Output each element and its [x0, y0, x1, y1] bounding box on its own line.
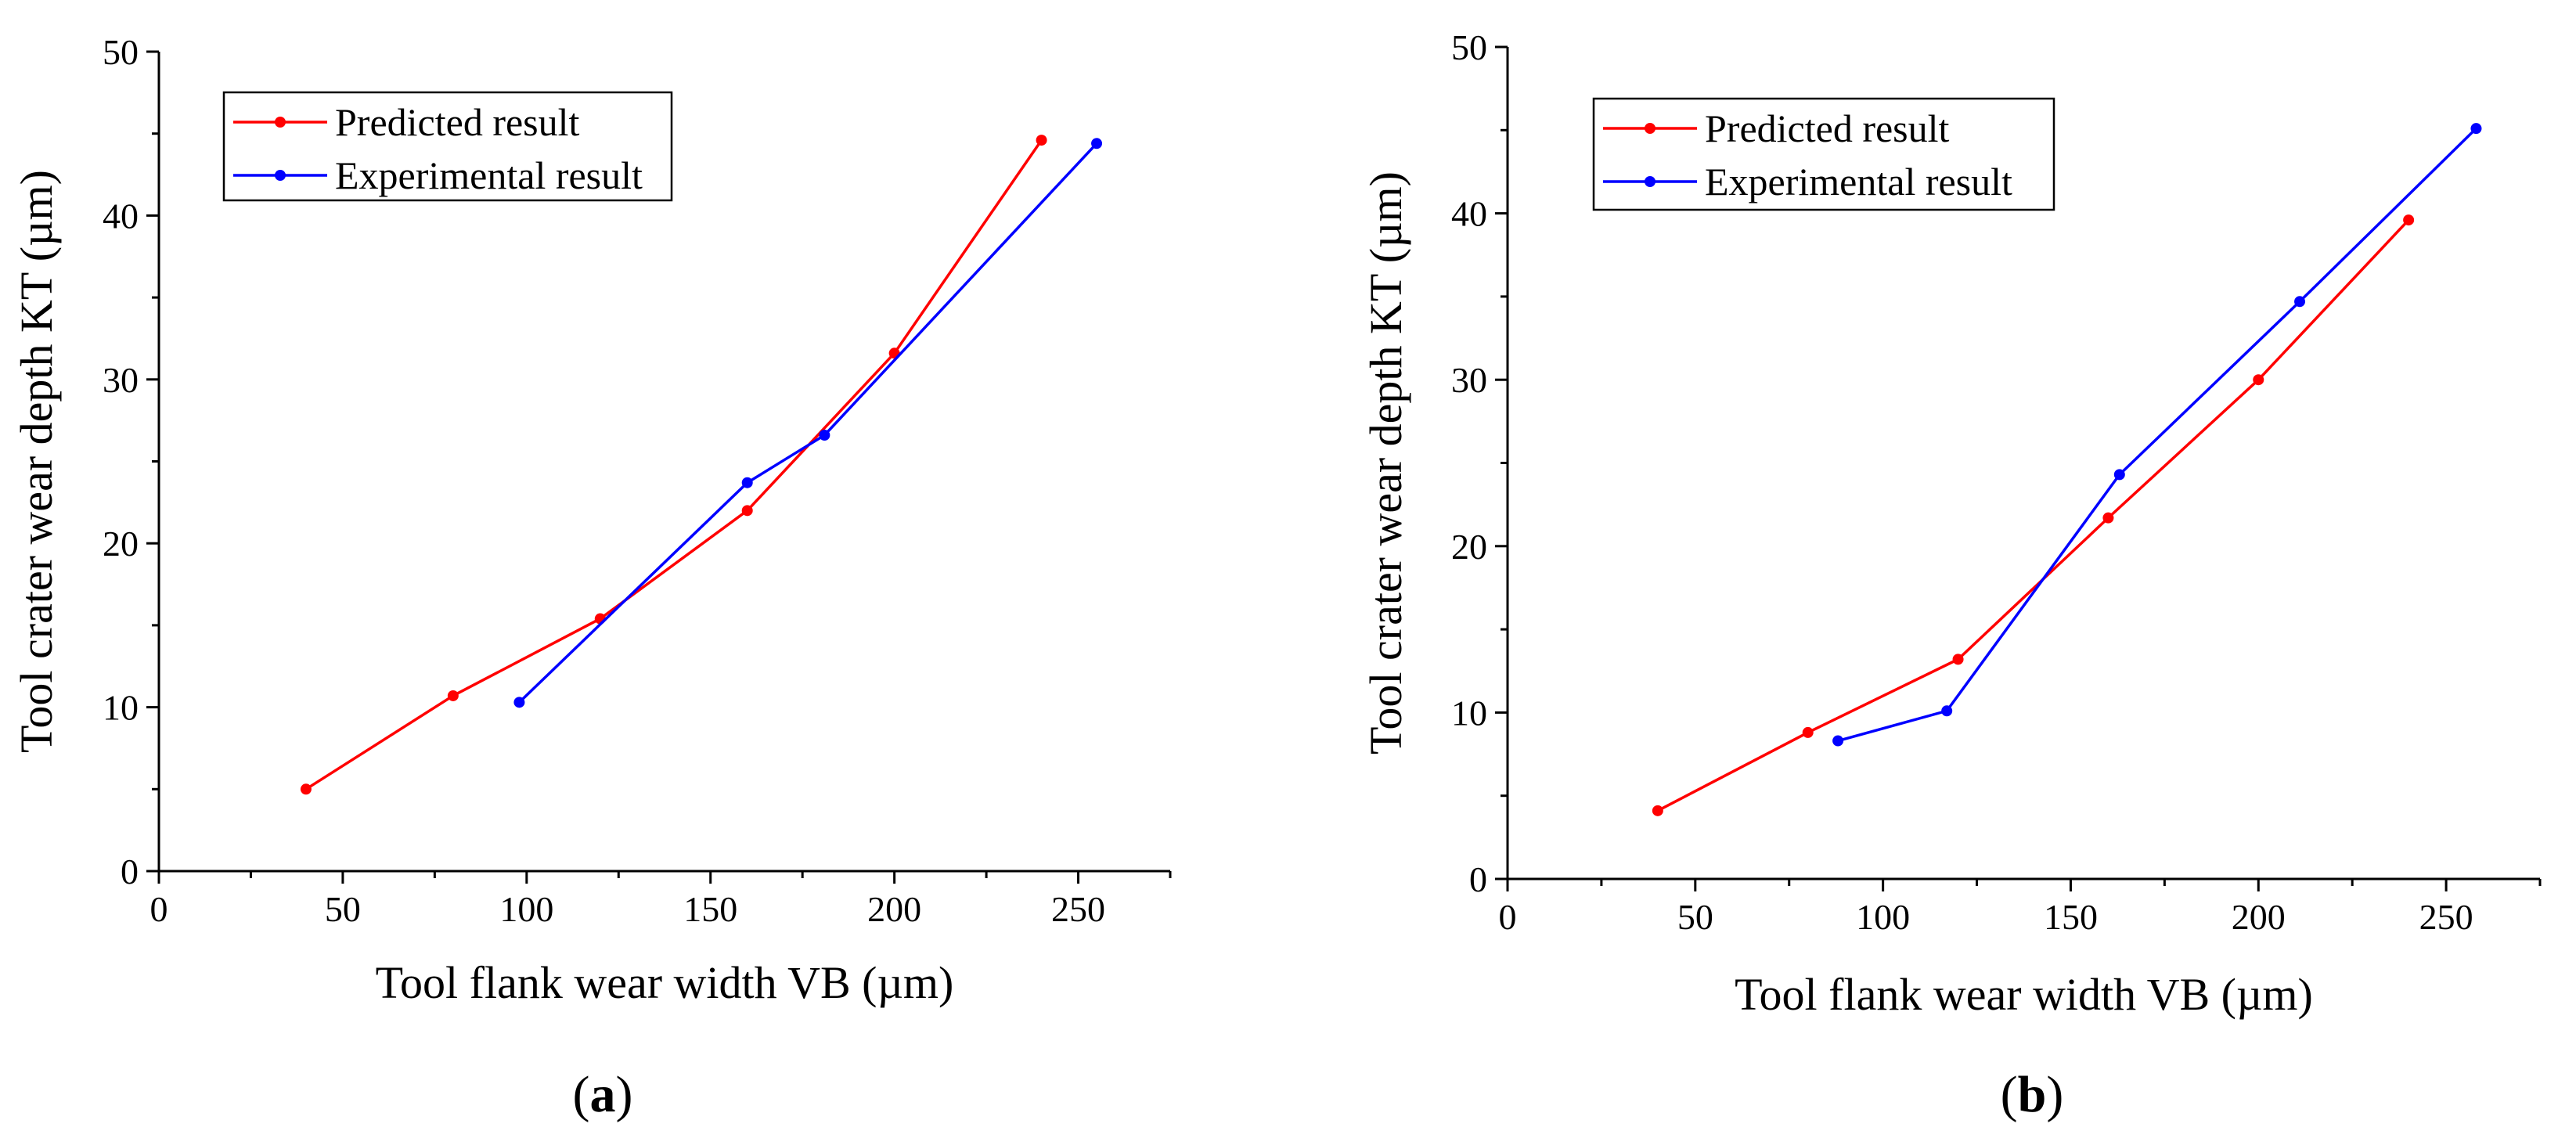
series-predicted-result [300, 135, 1047, 795]
x-tick-label: 150 [2044, 897, 2098, 937]
legend-swatch-marker [1645, 123, 1655, 134]
series-experimental-result [1832, 123, 2482, 747]
y-tick-label: 40 [1451, 194, 1487, 234]
x-tick-label: 250 [1051, 889, 1105, 929]
caption-paren-open: ( [2001, 1066, 2018, 1123]
legend-box [222, 91, 673, 202]
y-tick-label: 30 [1451, 360, 1487, 400]
legend-item: Predicted result [233, 100, 580, 144]
data-point [741, 505, 753, 517]
data-point [1652, 805, 1663, 816]
legend: Predicted result Experimental result [222, 91, 673, 202]
y-tick-label: 0 [121, 852, 139, 891]
data-point [513, 697, 525, 708]
caption-letter: b [2018, 1066, 2047, 1123]
data-point [2113, 469, 2125, 481]
legend-swatch-marker [275, 117, 286, 128]
y-tick-label: 0 [1469, 859, 1487, 899]
x-tick-label: 50 [1677, 897, 1713, 937]
x-tick-label: 200 [2232, 897, 2286, 937]
legend-item: Experimental result [1603, 160, 2012, 203]
legend-swatch-marker [1645, 176, 1655, 187]
x-tick-label: 150 [683, 889, 737, 929]
y-tick-label: 10 [1451, 693, 1487, 733]
legend-label: Predicted result [1705, 106, 1950, 150]
panel-caption: (b) [2001, 1066, 2064, 1123]
y-tick-label: 10 [103, 688, 139, 728]
data-point [2253, 374, 2264, 386]
x-axis-title: Tool flank wear width VB (µm) [1735, 969, 2313, 1020]
legend-label: Experimental result [1705, 160, 2012, 203]
series-predicted-result [1652, 214, 2415, 816]
x-tick-label: 100 [499, 889, 553, 929]
caption-paren-close: ) [2046, 1066, 2063, 1123]
y-tick-label: 40 [103, 196, 139, 236]
data-point [1036, 135, 1047, 146]
caption-letter: a [590, 1066, 616, 1123]
legend-swatch-marker [275, 170, 286, 181]
y-tick-label: 50 [103, 32, 139, 72]
data-point [300, 783, 312, 795]
x-tick-label: 250 [2419, 897, 2473, 937]
data-point [2102, 512, 2114, 524]
series-line [304, 139, 1043, 790]
x-axis-title: Tool flank wear width VB (µm) [376, 957, 954, 1008]
data-point [447, 690, 459, 701]
y-tick-label: 30 [103, 360, 139, 400]
chart-panel-a: 0 50 100 150 200 250 0 10 20 30 40 50 Tool flank wea… [11, 32, 1172, 1123]
data-point [1941, 705, 1953, 717]
legend: Predicted result Experimental result [1592, 97, 2055, 211]
legend-label: Experimental result [335, 153, 643, 197]
legend-label: Predicted result [335, 100, 580, 144]
series-line [1657, 218, 2410, 812]
legend-item: Predicted result [1603, 106, 1950, 150]
series-line [1837, 127, 2477, 743]
x-tick-label: 0 [150, 889, 168, 929]
data-point [1952, 654, 1964, 665]
x-tick-label: 50 [325, 889, 361, 929]
panel-caption: (a) [573, 1066, 633, 1123]
legend-box [1592, 97, 2055, 211]
x-tick-label: 200 [867, 889, 921, 929]
data-point [2294, 296, 2306, 308]
y-axis-title: Tool crater wear depth KT (µm) [11, 170, 62, 753]
data-point [2403, 214, 2415, 226]
data-point [741, 477, 753, 488]
y-tick-label: 50 [1451, 27, 1487, 67]
data-point [2470, 123, 2482, 135]
y-axis-title: Tool crater wear depth KT (µm) [1360, 171, 1411, 754]
caption-paren-close: ) [616, 1066, 633, 1123]
data-point [1802, 726, 1814, 738]
caption-paren-open: ( [573, 1066, 590, 1123]
y-tick-label: 20 [1451, 527, 1487, 567]
data-point [819, 429, 830, 441]
y-tick-label: 20 [103, 524, 139, 564]
series-experimental-result [513, 138, 1103, 708]
x-tick-label: 0 [1499, 897, 1517, 937]
data-point [1832, 735, 1844, 747]
series-line [518, 142, 1098, 704]
legend-item: Experimental result [233, 153, 643, 197]
data-point [1091, 138, 1103, 149]
chart-panel-b: 0 50 100 150 200 250 0 10 20 30 40 50 Tool flank wea… [1360, 27, 2542, 1123]
x-tick-label: 100 [1856, 897, 1910, 937]
